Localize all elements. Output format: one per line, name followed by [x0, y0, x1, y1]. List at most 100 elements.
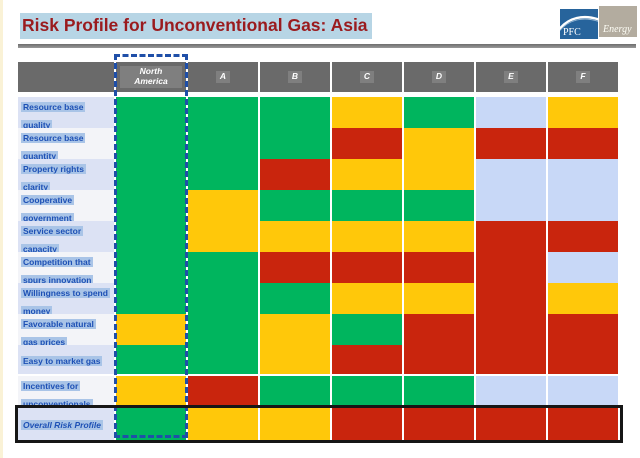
row-label-cell: Resource base quality	[18, 97, 114, 133]
table-header-row: North America A B C D E F	[18, 62, 620, 92]
row-label: Resource base quantity	[21, 133, 86, 161]
column-header-label: F	[576, 71, 590, 83]
risk-cell-lightblue	[476, 190, 546, 226]
risk-cell-green	[116, 345, 186, 374]
risk-cell-lightblue	[548, 159, 618, 195]
risk-cell-green	[332, 190, 402, 226]
risk-cell-green	[188, 252, 258, 288]
risk-cell-green	[332, 314, 402, 350]
risk-cell-yellow	[332, 159, 402, 195]
row-label: Favorable natural gas prices	[21, 319, 96, 347]
risk-cell-red	[404, 314, 474, 350]
risk-cell-green	[260, 97, 330, 133]
risk-cell-yellow	[404, 221, 474, 257]
risk-cell-green	[188, 283, 258, 319]
risk-cell-yellow	[260, 408, 330, 440]
table-row: Service sector capacity	[18, 221, 620, 257]
risk-cell-yellow	[548, 283, 618, 319]
risk-cell-green	[260, 283, 330, 319]
risk-cell-yellow	[116, 376, 186, 412]
title-divider	[18, 44, 636, 48]
risk-cell-green	[116, 252, 186, 288]
risk-cell-red	[548, 128, 618, 164]
risk-cell-red	[332, 128, 402, 164]
column-header-label: E	[504, 71, 518, 83]
row-label: Easy to market gas	[21, 355, 103, 366]
risk-cell-red	[476, 408, 546, 440]
risk-cell-green	[116, 190, 186, 226]
table-row: Property rights clarity	[18, 159, 620, 195]
risk-cell-lightblue	[476, 376, 546, 412]
risk-cell-yellow	[188, 190, 258, 226]
risk-cell-green	[116, 97, 186, 133]
page-title: Risk Profile for Unconventional Gas: Asi…	[20, 13, 372, 39]
table-corner-cell	[18, 62, 114, 92]
table-row: Favorable natural gas prices	[18, 314, 620, 350]
logo-swoosh-icon	[560, 15, 598, 32]
risk-cell-red	[476, 283, 546, 319]
risk-cell-yellow	[260, 345, 330, 374]
risk-cell-red	[548, 345, 618, 374]
logo-energy-text: Energy	[603, 24, 632, 35]
column-header-label: C	[359, 71, 375, 83]
risk-cell-red	[476, 314, 546, 350]
risk-cell-green	[116, 128, 186, 164]
risk-cell-green	[116, 221, 186, 257]
row-label-cell: Easy to market gas	[18, 345, 114, 374]
risk-cell-green	[188, 314, 258, 350]
column-header-north-america: North America	[116, 62, 186, 92]
table-row: Resource base quality	[18, 97, 620, 133]
slide-edge-strip	[0, 0, 3, 458]
risk-cell-red	[476, 252, 546, 288]
risk-cell-red	[260, 159, 330, 195]
column-header-c: C	[332, 62, 402, 92]
row-label-cell: Cooperative government	[18, 190, 114, 226]
table-row: Cooperative government	[18, 190, 620, 226]
risk-cell-yellow	[404, 128, 474, 164]
risk-cell-red	[548, 221, 618, 257]
column-header-d: D	[404, 62, 474, 92]
column-header-e: E	[476, 62, 546, 92]
row-label: Overall Risk Profile	[21, 420, 103, 430]
risk-cell-yellow	[332, 97, 402, 133]
risk-cell-green	[404, 97, 474, 133]
logo-blue-square: PFC	[560, 9, 598, 39]
row-label-cell: Willingness to spend money	[18, 283, 114, 319]
risk-cell-green	[188, 345, 258, 374]
table-row: Incentives for unconventionals	[18, 376, 620, 412]
row-label-cell: Service sector capacity	[18, 221, 114, 257]
risk-cell-red	[404, 408, 474, 440]
row-label: Cooperative government	[21, 195, 75, 223]
risk-cell-yellow	[332, 283, 402, 319]
table-body: Resource base quality Resource base quant…	[18, 97, 620, 440]
risk-cell-green	[116, 159, 186, 195]
row-label-cell: Overall Risk Profile	[18, 408, 114, 440]
risk-cell-green	[260, 128, 330, 164]
table-row: Competition that spurs innovation	[18, 252, 620, 288]
row-label: Incentives for unconventionals	[21, 381, 93, 409]
risk-cell-red	[332, 408, 402, 440]
row-label-cell: Property rights clarity	[18, 159, 114, 195]
row-label: Service sector capacity	[21, 226, 84, 254]
risk-cell-red	[188, 376, 258, 412]
column-header-label: A	[215, 71, 231, 83]
row-label: Willingness to spend money	[21, 288, 110, 316]
risk-cell-yellow	[116, 314, 186, 350]
risk-cell-red	[404, 252, 474, 288]
risk-cell-lightblue	[476, 159, 546, 195]
risk-cell-red	[332, 252, 402, 288]
risk-cell-lightblue	[548, 252, 618, 288]
risk-cell-green	[404, 190, 474, 226]
column-header-f: F	[548, 62, 618, 92]
risk-cell-red	[548, 408, 618, 440]
risk-cell-yellow	[188, 408, 258, 440]
risk-cell-green	[260, 376, 330, 412]
risk-cell-yellow	[260, 221, 330, 257]
risk-cell-lightblue	[476, 97, 546, 133]
risk-cell-red	[332, 345, 402, 374]
row-label: Competition that spurs innovation	[21, 257, 94, 285]
risk-cell-red	[260, 252, 330, 288]
risk-cell-yellow	[188, 221, 258, 257]
risk-cell-red	[404, 345, 474, 374]
